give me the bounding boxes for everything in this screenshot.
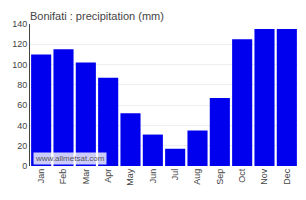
svg-text:Sep: Sep (215, 169, 225, 185)
svg-text:Apr: Apr (103, 169, 113, 183)
svg-text:80: 80 (17, 80, 27, 90)
svg-text:60: 60 (17, 100, 27, 110)
svg-text:May: May (125, 168, 135, 186)
svg-text:Oct: Oct (237, 168, 247, 183)
svg-text:20: 20 (17, 141, 27, 151)
svg-text:Nov: Nov (259, 168, 269, 185)
svg-text:0: 0 (22, 161, 27, 171)
svg-text:Jan: Jan (36, 169, 46, 184)
svg-text:100: 100 (12, 60, 27, 70)
svg-text:Feb: Feb (58, 169, 68, 185)
svg-text:40: 40 (17, 121, 27, 131)
svg-text:Dec: Dec (282, 168, 292, 185)
svg-text:Jun: Jun (148, 169, 158, 184)
svg-text:Aug: Aug (192, 169, 202, 185)
svg-text:Bonifati : precipitation (mm): Bonifati : precipitation (mm) (30, 10, 164, 22)
svg-text:www.allmetsat.com: www.allmetsat.com (35, 154, 105, 163)
svg-text:120: 120 (12, 39, 27, 49)
svg-text:Jul: Jul (170, 169, 180, 181)
svg-text:140: 140 (12, 19, 27, 29)
svg-text:Mar: Mar (81, 169, 91, 185)
